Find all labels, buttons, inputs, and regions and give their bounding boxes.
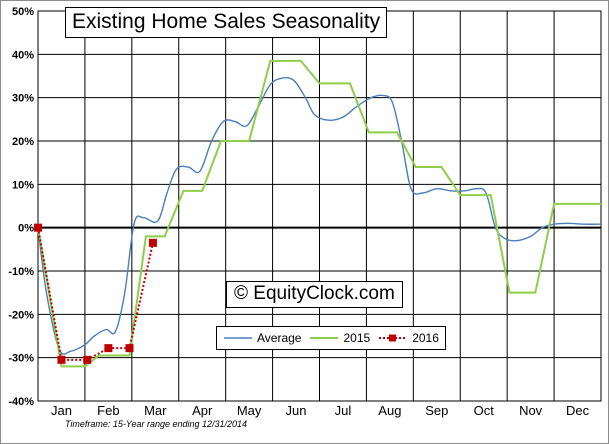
legend-item-2016: 2016	[378, 331, 439, 345]
y-tick-label: -40%	[8, 396, 34, 408]
x-tick-label: Oct	[474, 403, 495, 418]
legend-swatch-average	[224, 337, 252, 339]
data-point-2016	[125, 344, 134, 353]
data-point-2016	[83, 355, 92, 364]
legend: Average 2015 2016	[216, 326, 446, 350]
watermark: © EquityClock.com	[226, 281, 403, 308]
data-point-2016	[104, 344, 113, 353]
x-tick-label: Jun	[286, 403, 307, 418]
x-tick-label: Jul	[335, 403, 352, 418]
x-tick-label: Mar	[144, 403, 167, 418]
x-tick-label: Dec	[566, 403, 590, 418]
legend-label-average: Average	[257, 331, 302, 345]
y-tick-label: -30%	[8, 353, 34, 365]
y-tick-label: 10%	[12, 179, 34, 191]
x-tick-label: Apr	[192, 403, 213, 418]
legend-label-2015: 2015	[343, 331, 371, 345]
legend-swatch-2016	[379, 334, 408, 342]
series-line-average	[37, 76, 602, 355]
y-tick-label: 0%	[18, 223, 34, 235]
y-tick-label: -10%	[8, 266, 34, 278]
y-tick-label: 20%	[12, 136, 34, 148]
x-tick-label: Aug	[378, 403, 401, 418]
series-line-2015	[37, 59, 601, 368]
x-tick-label: May	[237, 403, 262, 418]
data-point-2016	[148, 238, 157, 247]
data-point-2016	[57, 355, 66, 364]
x-tick-label: Nov	[519, 403, 543, 418]
y-tick-label: 50%	[12, 6, 34, 18]
y-tick-label: 40%	[12, 49, 34, 61]
legend-item-average: Average	[223, 331, 301, 345]
chart-title: Existing Home Sales Seasonality	[65, 7, 388, 38]
y-tick-label: 30%	[12, 93, 34, 105]
y-tick-label: -20%	[8, 309, 34, 321]
x-tick-label: Sep	[425, 403, 448, 418]
timeframe-footnote: Timeframe: 15-Year range ending 12/31/20…	[65, 419, 248, 429]
legend-label-2016: 2016	[412, 331, 439, 345]
series-line-2016	[37, 227, 154, 361]
data-point-2016	[34, 223, 42, 232]
x-tick-label: Feb	[97, 403, 119, 418]
legend-swatch-2015	[310, 337, 339, 339]
legend-item-2015: 2015	[309, 331, 370, 345]
x-tick-label: Jan	[51, 403, 72, 418]
